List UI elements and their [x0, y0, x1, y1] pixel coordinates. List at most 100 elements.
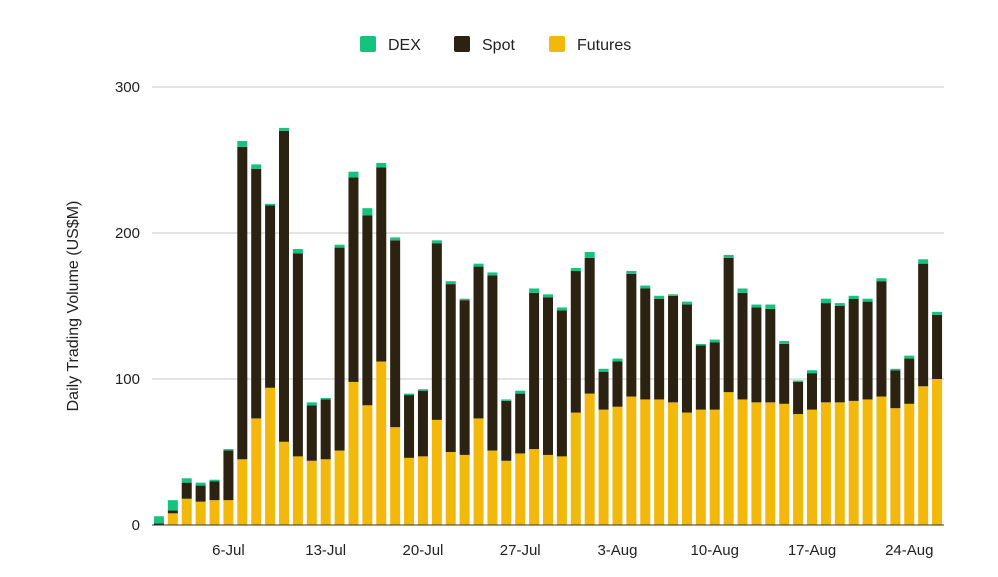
y-axis-title: Daily Trading Volume (US$M) [65, 201, 82, 412]
bar-futures-24-Aug [904, 403, 915, 525]
x-tick-label: 6-Jul [212, 542, 245, 559]
bar-dex-14-Jul [334, 244, 345, 248]
bar-dex-23-Jul [459, 298, 470, 301]
bar-futures-14-Aug [765, 402, 776, 525]
bar-dex-22-Aug [876, 278, 887, 282]
bar-dex-3-Jul [181, 478, 192, 483]
bar-spot-3-Jul [181, 482, 192, 499]
bar-spot-4-Jul [195, 485, 206, 502]
bar-dex-28-Jul [529, 288, 540, 293]
bar-dex-25-Jul [487, 272, 498, 276]
bar-futures-9-Aug [695, 409, 706, 525]
legend-swatch-dex [360, 36, 376, 52]
y-tick-label: 200 [115, 225, 140, 242]
bar-futures-20-Jul [417, 456, 428, 525]
y-tick-label: 300 [115, 79, 140, 96]
bar-futures-13-Aug [751, 402, 762, 525]
bar-dex-31-Jul [570, 268, 581, 271]
bar-futures-12-Jul [306, 460, 317, 525]
legend-swatch-futures [549, 36, 565, 52]
bar-spot-17-Jul [376, 167, 387, 362]
bar-dex-22-Jul [445, 281, 456, 285]
bar-futures-28-Jul [529, 449, 540, 525]
bar-dex-16-Aug [793, 380, 804, 382]
bar-futures-5-Jul [209, 500, 220, 525]
bar-dex-6-Jul [223, 449, 234, 451]
bar-futures-26-Aug [932, 379, 943, 525]
x-tick-label: 20-Jul [403, 542, 444, 559]
bar-futures-21-Aug [862, 399, 873, 525]
bar-dex-26-Jul [501, 399, 512, 401]
bar-dex-1-Jul [153, 516, 164, 524]
bar-spot-2-Aug [598, 371, 609, 410]
bar-spot-10-Jul [279, 130, 289, 442]
x-axis-ticks: 6-Jul 13-Jul 20-Jul 27-Jul 3-Aug 10-Aug 17-Aug… [212, 542, 933, 559]
bar-futures-25-Jul [487, 450, 498, 525]
bar-futures-17-Aug [807, 409, 817, 525]
bar-dex-13-Jul [320, 397, 331, 400]
bar-spot-22-Aug [876, 281, 887, 397]
x-tick-label: 24-Aug [885, 542, 933, 559]
bar-futures-19-Jul [404, 457, 415, 525]
bar-futures-2-Jul [167, 513, 178, 525]
bar-dex-25-Aug [918, 259, 929, 264]
bar-spot-25-Jul [487, 275, 498, 451]
bar-spot-19-Aug [834, 306, 845, 403]
bar-futures-18-Aug [820, 402, 831, 525]
bar-spot-17-Aug [807, 373, 817, 410]
bar-dex-26-Aug [932, 311, 943, 315]
bar-spot-9-Aug [695, 345, 706, 410]
bar-dex-18-Jul [390, 237, 401, 241]
bar-spot-12-Aug [737, 292, 748, 400]
bar-spot-2-Jul [167, 510, 178, 514]
bar-futures-17-Jul [376, 361, 387, 525]
bar-spot-14-Aug [765, 308, 776, 403]
bar-dex-16-Jul [362, 208, 373, 216]
bar-dex-3-Aug [612, 358, 623, 362]
bar-dex-9-Jul [265, 203, 276, 206]
bar-dex-19-Aug [834, 303, 845, 306]
bar-futures-19-Aug [834, 402, 845, 525]
bar-dex-23-Aug [890, 368, 901, 371]
bar-dex-27-Jul [515, 390, 526, 394]
bar-spot-29-Jul [543, 297, 553, 455]
bar-spot-15-Jul [348, 177, 359, 382]
bar-dex-20-Aug [848, 295, 859, 299]
bar-futures-22-Jul [445, 452, 456, 525]
bar-dex-9-Aug [695, 343, 706, 346]
bar-futures-7-Jul [237, 459, 248, 525]
bar-spot-1-Jul [153, 523, 164, 525]
bar-spot-25-Aug [918, 263, 929, 387]
x-tick-label: 10-Aug [691, 542, 739, 559]
bar-spot-12-Jul [306, 405, 317, 461]
bar-futures-13-Jul [320, 459, 331, 525]
bar-dex-8-Jul [251, 164, 262, 169]
bar-futures-30-Jul [556, 456, 567, 525]
bar-futures-2-Aug [598, 409, 609, 525]
bar-spot-6-Aug [654, 298, 665, 400]
bar-spot-5-Jul [209, 481, 220, 501]
bar-dex-24-Jul [473, 263, 484, 267]
bar-spot-18-Jul [390, 240, 401, 428]
bar-futures-8-Aug [681, 412, 692, 525]
bar-spot-23-Aug [890, 370, 901, 409]
bar-futures-9-Jul [265, 387, 276, 525]
bar-spot-5-Aug [640, 288, 651, 400]
bar-spot-19-Jul [404, 395, 415, 458]
bar-dex-5-Jul [209, 479, 220, 482]
bar-spot-15-Aug [779, 343, 790, 404]
bar-dex-21-Jul [431, 240, 442, 244]
bar-futures-24-Jul [473, 418, 484, 525]
bar-futures-16-Jul [362, 405, 373, 525]
bar-spot-10-Aug [709, 342, 720, 410]
bar-dex-15-Aug [779, 341, 790, 344]
bar-dex-12-Aug [737, 288, 748, 293]
legend-label-spot: Spot [482, 37, 515, 54]
bar-dex-17-Aug [807, 370, 817, 374]
bar-dex-2-Jul [167, 500, 178, 511]
bar-spot-8-Jul [251, 168, 262, 419]
bar-dex-13-Aug [751, 304, 762, 308]
bar-dex-24-Aug [904, 355, 915, 359]
bar-dex-20-Jul [417, 389, 428, 391]
